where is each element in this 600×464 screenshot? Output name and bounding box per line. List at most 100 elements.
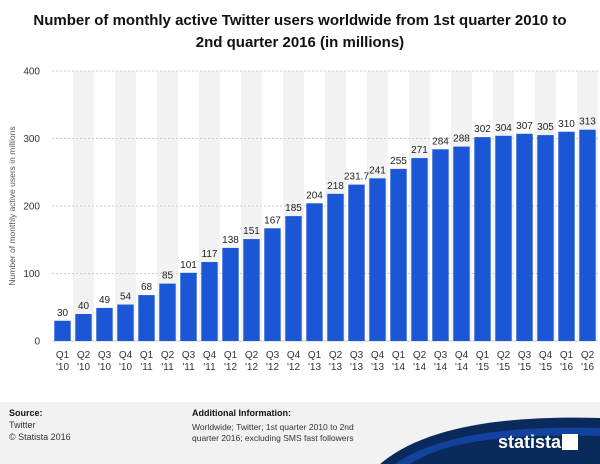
bar [117, 304, 134, 341]
bar [222, 247, 239, 341]
data-label: 231.7 [344, 172, 369, 183]
x-tick-label-quarter: Q1 [392, 350, 406, 361]
x-tick-label-year: '12 [287, 362, 300, 373]
x-tick-label-quarter: Q1 [140, 350, 154, 361]
bar [327, 193, 344, 341]
bar [54, 320, 71, 341]
x-tick-label-quarter: Q4 [119, 350, 133, 361]
bar [264, 228, 281, 341]
x-tick-label-quarter: Q1 [560, 350, 574, 361]
bar [180, 272, 197, 341]
data-label: 85 [162, 271, 174, 282]
data-label: 284 [432, 136, 449, 147]
bar-chart: 0 100 200 300 400 Number of monthly active us… [7, 67, 598, 373]
x-tick-label-year: '14 [392, 362, 405, 373]
y-tick-label: 300 [23, 134, 40, 145]
bar [285, 216, 302, 341]
x-tick-label-quarter: Q3 [98, 350, 112, 361]
y-tick-label: 200 [23, 202, 40, 213]
y-tick-label: 0 [34, 337, 40, 348]
x-tick-label-quarter: Q4 [203, 350, 217, 361]
x-tick-label-quarter: Q4 [287, 350, 301, 361]
additional-info-heading: Additional Information: [192, 408, 291, 418]
statista-logo-icon [562, 434, 578, 450]
source-heading: Source: [9, 408, 43, 418]
x-tick-label-quarter: Q1 [224, 350, 238, 361]
data-label: 271 [411, 145, 428, 156]
x-tick-label-year: '11 [203, 362, 216, 373]
x-tick-label-year: '11 [140, 362, 153, 373]
data-label: 307 [516, 121, 533, 132]
x-tick-label-year: '13 [308, 362, 321, 373]
bar [390, 168, 407, 341]
data-label: 310 [558, 119, 575, 130]
x-tick-label-quarter: Q4 [455, 350, 469, 361]
bar [96, 307, 113, 341]
chart-area: Number of monthly active Twitter users w… [7, 10, 598, 373]
source-name: Twitter [9, 420, 36, 430]
x-tick-label-year: '13 [329, 362, 342, 373]
x-tick-label-quarter: Q3 [518, 350, 532, 361]
x-tick-label-quarter: Q2 [329, 350, 343, 361]
x-tick-label-year: '15 [497, 362, 510, 373]
data-label: 138 [222, 235, 239, 246]
statista-logo-text[interactable]: statista [498, 432, 562, 452]
x-tick-label-year: '10 [56, 362, 69, 373]
x-tick-label-year: '10 [119, 362, 132, 373]
bar [495, 135, 512, 341]
x-tick-label-year: '12 [266, 362, 279, 373]
x-tick-label-year: '16 [581, 362, 594, 373]
data-label: 54 [120, 292, 132, 303]
data-label: 40 [78, 301, 90, 312]
data-label: 305 [537, 122, 554, 133]
source-copyright: © Statista 2016 [9, 432, 71, 442]
x-tick-label-year: '14 [434, 362, 447, 373]
data-label: 204 [306, 190, 323, 201]
data-label: 241 [369, 165, 386, 176]
data-label: 117 [202, 249, 218, 260]
x-tick-label-year: '11 [161, 362, 174, 373]
x-tick-label-year: '14 [413, 362, 426, 373]
x-tick-label-quarter: Q2 [497, 350, 511, 361]
statista-logo-wave [380, 417, 600, 464]
footer: Source: Twitter © Statista 2016 Addition… [0, 402, 600, 464]
data-label: 185 [285, 203, 302, 214]
data-label: 167 [264, 215, 281, 226]
y-tick-label: 100 [23, 269, 40, 280]
bar [201, 262, 218, 341]
data-label: 313 [579, 117, 596, 128]
bar [369, 178, 386, 341]
x-tick-label-quarter: Q3 [182, 350, 196, 361]
x-tick-label-year: '15 [539, 362, 552, 373]
x-tick-label-quarter: Q2 [161, 350, 175, 361]
x-tick-label-quarter: Q3 [350, 350, 364, 361]
data-label: 302 [474, 124, 491, 135]
x-tick-label-quarter: Q3 [266, 350, 280, 361]
x-tick-label-quarter: Q4 [539, 350, 553, 361]
x-tick-label-year: '10 [77, 362, 90, 373]
data-label: 288 [453, 134, 470, 145]
bar [138, 295, 155, 341]
chart-title: Number of monthly active Twitter users w… [10, 10, 590, 54]
bar [348, 184, 365, 341]
additional-info-text: Worldwide; Twitter; 1st quarter 2010 to … [192, 422, 354, 443]
x-tick-label-year: '12 [245, 362, 258, 373]
data-label: 101 [180, 260, 197, 271]
bar [516, 133, 533, 341]
data-label: 304 [495, 123, 512, 134]
y-tick-label: 400 [23, 67, 40, 78]
bar [306, 203, 323, 341]
bar [159, 283, 176, 341]
y-axis-label: Number of monthly active users in millio… [7, 126, 17, 285]
bar [432, 149, 449, 341]
bar [579, 129, 596, 341]
x-tick-label-year: '11 [182, 362, 195, 373]
data-label: 218 [327, 181, 344, 192]
bar [474, 137, 491, 341]
data-label: 68 [141, 282, 153, 293]
bar [75, 314, 92, 341]
chart-title-line-1: Number of monthly active Twitter users w… [33, 12, 567, 29]
bar [558, 131, 575, 341]
data-label: 151 [243, 226, 260, 237]
x-tick-label-year: '14 [455, 362, 468, 373]
